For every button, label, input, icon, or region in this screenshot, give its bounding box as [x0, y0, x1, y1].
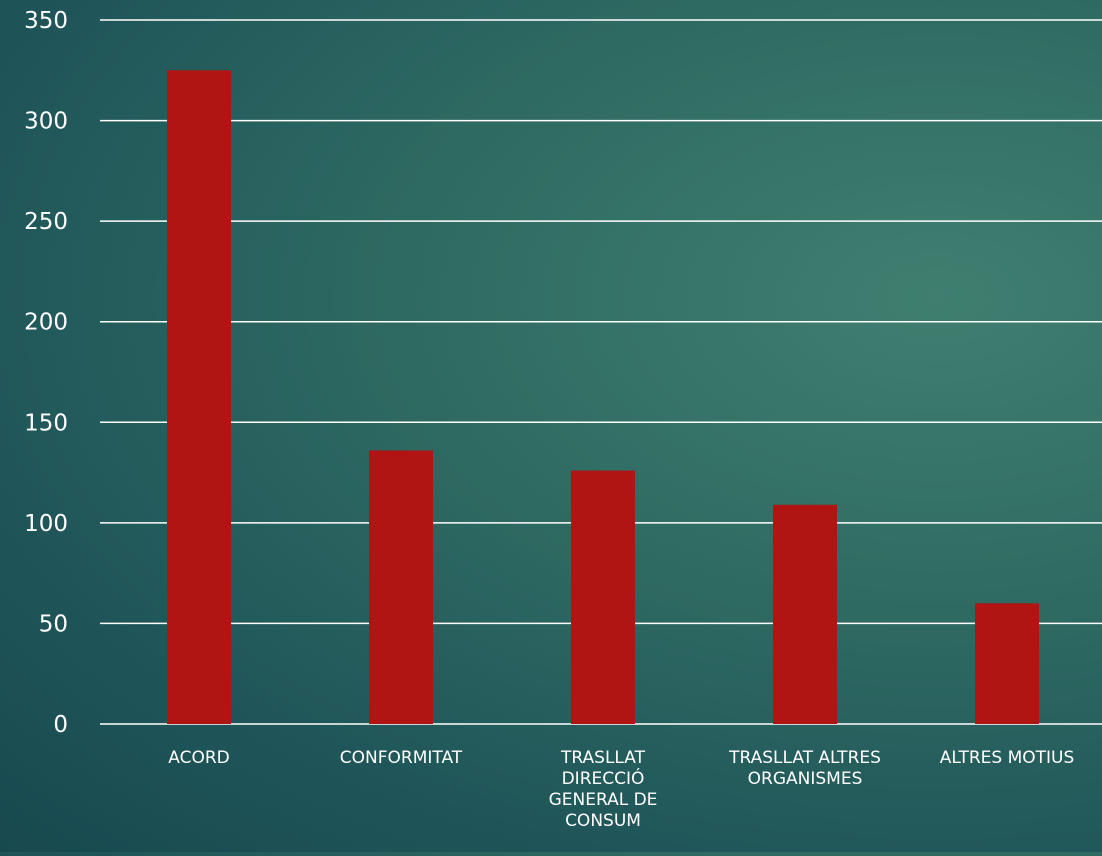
y-tick-label: 100	[24, 511, 68, 537]
y-tick-label: 350	[24, 8, 68, 34]
y-tick-label: 250	[24, 209, 68, 235]
bar	[975, 603, 1039, 724]
x-tick-label: ACORD	[168, 748, 229, 768]
bar	[773, 504, 837, 724]
bar	[571, 470, 635, 724]
x-tick-label: ALTRES MOTIUS	[940, 748, 1075, 768]
y-tick-label: 200	[24, 310, 68, 336]
x-tick-label: TRASLLAT DIRECCIÓ GENERAL DE CONSUM	[549, 748, 658, 831]
y-tick-label: 50	[39, 611, 68, 637]
x-tick-label: CONFORMITAT	[340, 748, 463, 768]
bar	[167, 70, 231, 725]
y-tick-label: 150	[24, 410, 68, 436]
x-tick-label: TRASLLAT ALTRES ORGANISMES	[728, 748, 881, 789]
y-axis-ticks: 0 50 100 150 200 250 300 350	[24, 8, 68, 738]
bar	[369, 450, 433, 724]
x-axis-labels: ACORD CONFORMITAT TRASLLAT DIRECCIÓ GENERAL …	[168, 748, 1074, 831]
y-tick-label: 300	[24, 109, 68, 135]
bars	[167, 70, 1039, 725]
y-tick-label: 0	[53, 712, 68, 738]
